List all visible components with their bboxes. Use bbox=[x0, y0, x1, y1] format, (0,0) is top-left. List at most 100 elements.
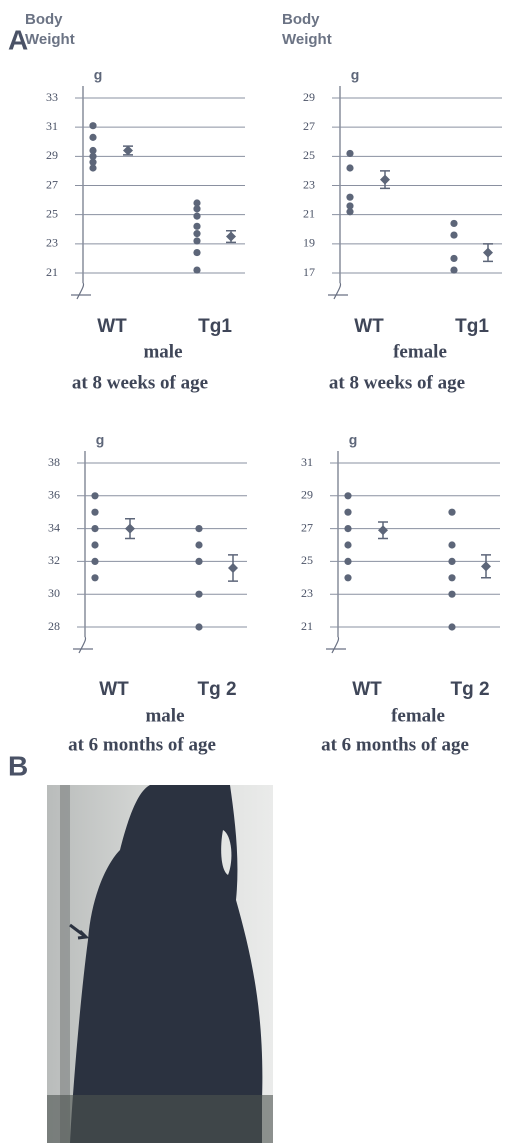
data-point bbox=[193, 230, 200, 237]
x-tick-label: Tg1 bbox=[455, 316, 489, 337]
y-tick-label: 27 bbox=[301, 520, 313, 534]
y-tick-label: 33 bbox=[46, 90, 58, 104]
y-tick-label: 19 bbox=[303, 236, 315, 250]
y-unit: g bbox=[351, 67, 360, 83]
data-point bbox=[448, 509, 455, 516]
subtitle: male bbox=[145, 705, 184, 726]
y-tick-label: 25 bbox=[303, 148, 315, 162]
data-point bbox=[193, 223, 200, 230]
data-point bbox=[346, 150, 353, 157]
data-point bbox=[89, 134, 96, 141]
y-tick-label: 21 bbox=[303, 206, 315, 220]
y-tick-label: 31 bbox=[46, 119, 58, 133]
mean-marker bbox=[125, 524, 135, 534]
axis-break bbox=[73, 637, 93, 653]
data-point bbox=[195, 541, 202, 548]
data-point bbox=[91, 558, 98, 565]
data-point bbox=[450, 231, 457, 238]
panel-label: B bbox=[8, 750, 28, 781]
data-point bbox=[195, 558, 202, 565]
y-tick-label: 29 bbox=[303, 90, 315, 104]
x-tick-label: Tg 2 bbox=[450, 679, 489, 700]
y-unit: g bbox=[94, 67, 103, 83]
data-point bbox=[448, 541, 455, 548]
x-tick-label: Tg1 bbox=[198, 316, 232, 337]
mean-marker bbox=[123, 146, 133, 156]
y-tick-label: 31 bbox=[301, 455, 313, 469]
figure: A B g21232527293133WTTg1maleat 8 weeks o… bbox=[0, 0, 525, 1143]
x-tick-label: WT bbox=[352, 679, 382, 700]
y-tick-label: 28 bbox=[48, 619, 60, 633]
y-tick-label: 23 bbox=[301, 586, 313, 600]
data-point bbox=[448, 558, 455, 565]
data-point bbox=[346, 194, 353, 201]
data-point bbox=[193, 205, 200, 212]
age-note: at 6 months of age bbox=[68, 734, 216, 755]
age-note: at 8 weeks of age bbox=[329, 372, 465, 393]
data-point bbox=[344, 558, 351, 565]
data-point bbox=[344, 492, 351, 499]
y-tick-label: 27 bbox=[303, 119, 315, 133]
y-tick-label: 38 bbox=[48, 455, 60, 469]
y-tick-label: 23 bbox=[303, 177, 315, 191]
y-tick-label: 17 bbox=[303, 265, 315, 279]
data-point bbox=[193, 237, 200, 244]
data-point bbox=[344, 509, 351, 516]
y-tick-label: 32 bbox=[48, 553, 60, 567]
data-point bbox=[195, 525, 202, 532]
data-point bbox=[450, 255, 457, 262]
data-point bbox=[193, 249, 200, 256]
data-point bbox=[91, 525, 98, 532]
x-tick-label: WT bbox=[97, 316, 127, 337]
y-tick-label: 21 bbox=[46, 265, 58, 279]
data-point bbox=[450, 266, 457, 273]
x-tick-label: WT bbox=[354, 316, 384, 337]
y-tick-label: 36 bbox=[48, 488, 60, 502]
data-point bbox=[448, 591, 455, 598]
y-tick-label: 25 bbox=[301, 553, 313, 567]
y-axis-label: Body Weight bbox=[25, 10, 95, 50]
data-point bbox=[89, 164, 96, 171]
y-unit: g bbox=[96, 432, 105, 448]
y-tick-label: 29 bbox=[46, 148, 58, 162]
data-point bbox=[195, 591, 202, 598]
mean-marker bbox=[483, 248, 493, 258]
data-point bbox=[344, 525, 351, 532]
axis-break bbox=[326, 637, 346, 653]
data-point bbox=[91, 541, 98, 548]
data-point bbox=[193, 213, 200, 220]
y-axis-label: Body Weight bbox=[282, 10, 352, 50]
y-tick-label: 29 bbox=[301, 488, 313, 502]
y-unit: g bbox=[349, 432, 358, 448]
data-point bbox=[450, 220, 457, 227]
mean-marker bbox=[481, 561, 491, 571]
x-tick-label: Tg 2 bbox=[197, 679, 236, 700]
mean-marker bbox=[378, 525, 388, 535]
axis-break bbox=[71, 283, 91, 299]
y-tick-label: 30 bbox=[48, 586, 60, 600]
mean-marker bbox=[228, 563, 238, 573]
subtitle: male bbox=[143, 341, 182, 362]
data-point bbox=[195, 623, 202, 630]
data-point bbox=[344, 541, 351, 548]
data-point bbox=[91, 509, 98, 516]
data-point bbox=[91, 492, 98, 499]
chart-canvas: A B g21232527293133WTTg1maleat 8 weeks o… bbox=[0, 0, 525, 1143]
subtitle: female bbox=[391, 705, 445, 726]
y-tick-label: 25 bbox=[46, 206, 58, 220]
age-note: at 6 months of age bbox=[321, 734, 469, 755]
data-point bbox=[89, 122, 96, 129]
photo bbox=[47, 785, 273, 1143]
mean-marker bbox=[380, 175, 390, 185]
axis-break bbox=[328, 283, 348, 299]
data-point bbox=[346, 208, 353, 215]
x-tick-label: WT bbox=[99, 679, 129, 700]
y-tick-label: 23 bbox=[46, 236, 58, 250]
y-tick-label: 27 bbox=[46, 177, 58, 191]
data-point bbox=[344, 574, 351, 581]
data-point bbox=[91, 574, 98, 581]
y-tick-label: 21 bbox=[301, 619, 313, 633]
data-point bbox=[346, 164, 353, 171]
data-point bbox=[448, 574, 455, 581]
y-tick-label: 34 bbox=[48, 520, 60, 534]
